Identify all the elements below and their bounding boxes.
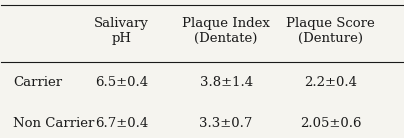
Text: 6.7±0.4: 6.7±0.4 bbox=[95, 117, 148, 130]
Text: 2.05±0.6: 2.05±0.6 bbox=[300, 117, 361, 130]
Text: 3.8±1.4: 3.8±1.4 bbox=[200, 76, 252, 89]
Text: 2.2±0.4: 2.2±0.4 bbox=[304, 76, 357, 89]
Text: 6.5±0.4: 6.5±0.4 bbox=[95, 76, 148, 89]
Text: Non Carrier: Non Carrier bbox=[13, 117, 95, 130]
Text: Carrier: Carrier bbox=[13, 76, 63, 89]
Text: Plaque Score
(Denture): Plaque Score (Denture) bbox=[286, 17, 375, 45]
Text: Plaque Index
(Dentate): Plaque Index (Dentate) bbox=[182, 17, 270, 45]
Text: Salivary
pH: Salivary pH bbox=[94, 17, 149, 45]
Text: 3.3±0.7: 3.3±0.7 bbox=[200, 117, 253, 130]
